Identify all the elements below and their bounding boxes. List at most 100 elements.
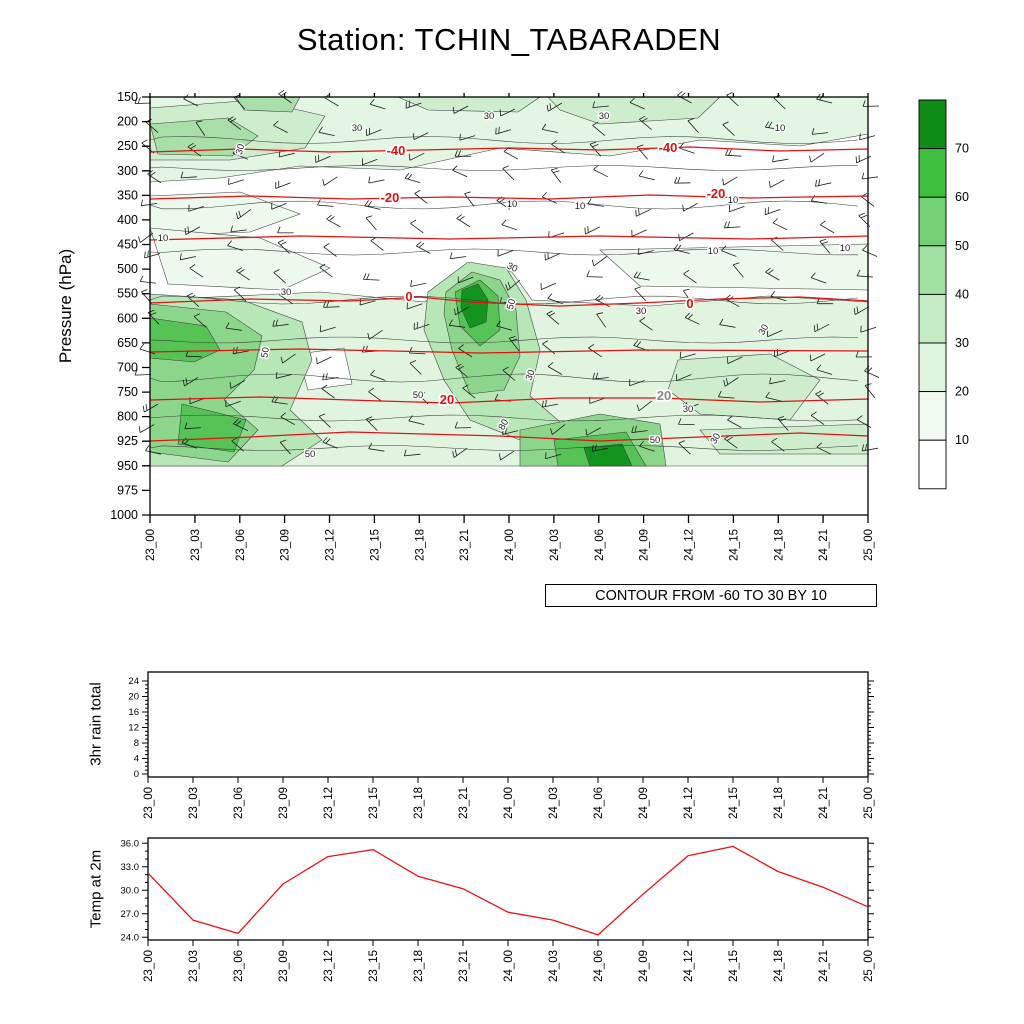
rain-panel: 0 4 8 12 16 20 24 23_00 23_03 23_06 23_09 23_12 23_1… <box>128 671 875 819</box>
colorbar-box <box>918 293 947 344</box>
pressure-tick-label: 925 <box>117 434 138 448</box>
time-tick-label: 23_18 <box>414 529 426 561</box>
time-tick-label: 24_03 <box>548 787 560 819</box>
temperature-contours <box>149 146 869 442</box>
shading-region <box>235 96 301 113</box>
rain-tick-labels: 0 4 8 12 16 20 24 <box>128 676 139 780</box>
colorbar-box <box>918 196 947 247</box>
contour-label: 30 <box>484 111 495 122</box>
temperature-contour-label: 0 <box>405 289 412 304</box>
shading-region <box>149 227 331 291</box>
time-tick-label: 24_06 <box>594 529 606 561</box>
colorbar-tick-label: 20 <box>955 385 969 399</box>
contour-label: 50 <box>305 449 316 460</box>
time-tick-label: 24_15 <box>728 787 740 819</box>
time-tick-label: 23_09 <box>278 787 290 819</box>
temperature-contour-line <box>149 431 869 442</box>
contour-label: 10 <box>507 199 518 210</box>
temp-tick-label: 27.0 <box>121 909 140 920</box>
colorbar-tick-label: 60 <box>955 190 969 204</box>
contour-label: 10 <box>840 243 851 254</box>
contour-label: 30 <box>352 123 363 134</box>
temp-time-labels: 23_00 23_03 23_06 23_09 23_12 23_15 23_18 23_21… <box>143 950 875 982</box>
rain-frame <box>147 671 869 778</box>
temperature-contour-label: -20 <box>707 186 726 201</box>
time-tick-label: 24_00 <box>503 787 515 819</box>
shading-region <box>460 283 489 329</box>
rain-tick-label: 4 <box>134 754 139 765</box>
time-tick-label: 24_21 <box>818 529 830 561</box>
colorbar-tick-label: 30 <box>955 336 969 350</box>
rain-tick-label: 0 <box>134 769 139 780</box>
time-tick-label: 23_03 <box>188 950 200 982</box>
pressure-tick-label: 650 <box>117 336 138 350</box>
shading-region <box>583 443 633 467</box>
pressure-tick-label: 975 <box>117 483 138 497</box>
time-tick-label: 23_18 <box>413 787 425 819</box>
contour-label: 50 <box>259 346 272 358</box>
contour-label: 30 <box>281 287 292 298</box>
time-tick-label: 23_09 <box>280 529 292 561</box>
contour-line <box>149 295 859 305</box>
time-tick-label: 24_18 <box>773 529 785 561</box>
contour-label: 50 <box>413 390 424 401</box>
colorbar-tick-label: 70 <box>955 142 969 156</box>
rain-tick-label: 24 <box>128 676 139 687</box>
pressure-tick-label: 550 <box>117 287 138 301</box>
temp-tick-labels: 24.0 27.0 30.0 33.0 36.0 <box>121 838 140 943</box>
pressure-tick-label: 350 <box>117 188 138 202</box>
time-tick-label: 23_00 <box>143 787 155 819</box>
time-tick-label: 24_03 <box>549 529 561 561</box>
contour-line <box>149 336 859 344</box>
rain-tick-label: 8 <box>134 738 139 749</box>
time-tick-label: 24_03 <box>548 950 560 982</box>
rain-time-labels: 23_00 23_03 23_06 23_09 23_12 23_15 23_18 23_21… <box>143 787 875 819</box>
temperature-contour-line <box>149 235 869 241</box>
time-tick-label: 23_12 <box>323 950 335 982</box>
time-tick-label: 23_18 <box>413 950 425 982</box>
rain-axis-label: 3hr rain total <box>87 682 105 766</box>
time-tick-label: 23_15 <box>369 529 381 561</box>
contour-label: 10 <box>775 123 786 134</box>
rain-tick-label: 16 <box>128 707 139 718</box>
temp-tick-label: 33.0 <box>121 862 140 873</box>
time-tick-label: 23_09 <box>278 950 290 982</box>
shading-region <box>177 403 247 453</box>
temperature-contour-label: -40 <box>659 140 678 155</box>
colorbar-box <box>918 439 947 490</box>
contour-label: 50 <box>505 298 518 311</box>
time-tick-label: 24_00 <box>504 529 516 561</box>
time-tick-label: 24_21 <box>818 787 830 819</box>
time-tick-label: 24_15 <box>728 529 740 561</box>
contour-label: 30 <box>599 111 610 122</box>
time-tick-label: 23_06 <box>233 787 245 819</box>
contour-label: 10 <box>708 246 719 257</box>
contour-line <box>149 373 859 383</box>
humidity-shading <box>149 96 869 467</box>
time-tick-label: 25_00 <box>863 950 875 982</box>
contour-range-note: CONTOUR FROM -60 TO 30 BY 10 <box>545 584 877 607</box>
pressure-tick-label: 700 <box>117 360 138 374</box>
time-tick-label: 23_06 <box>233 950 245 982</box>
time-tick-label: 24_09 <box>638 950 650 982</box>
time-tick-label: 23_12 <box>323 787 335 819</box>
time-tick-label: 24_09 <box>639 529 651 561</box>
cross-section-frame <box>142 93 869 523</box>
time-tick-label: 25_00 <box>863 787 875 819</box>
temp-ticks <box>142 842 874 946</box>
contour-line <box>149 200 859 210</box>
temperature-contour-label: 0 <box>686 296 693 311</box>
colorbar-box <box>918 391 947 441</box>
temperature-contour-label: 20 <box>440 392 454 407</box>
time-tick-label: 23_03 <box>188 787 200 819</box>
time-tick-labels: 23_00 23_03 23_06 23_09 23_12 23_15 23_18 23_21… <box>145 529 875 561</box>
temp-series-line <box>147 845 869 936</box>
time-tick-label: 23_12 <box>325 529 337 561</box>
time-tick-label: 23_15 <box>368 787 380 819</box>
pressure-tick-label: 950 <box>117 459 138 473</box>
colorbar-tick-label: 10 <box>955 433 969 447</box>
pressure-tick-label: 200 <box>117 115 138 129</box>
